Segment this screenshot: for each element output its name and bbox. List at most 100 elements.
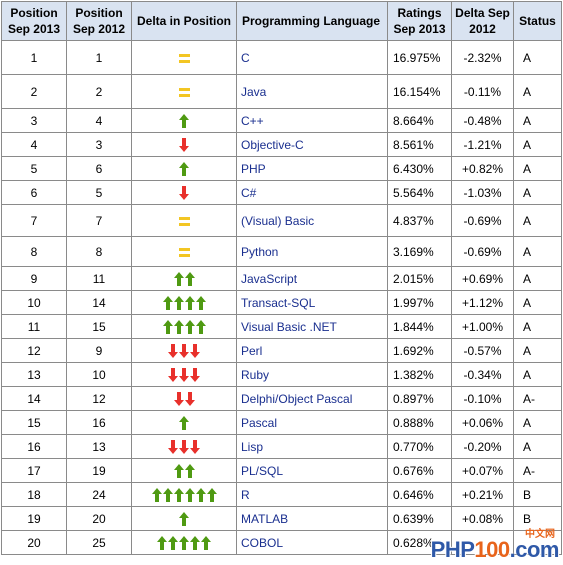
language-cell[interactable]: MATLAB bbox=[236, 506, 388, 531]
pos-2013-cell: 12 bbox=[1, 338, 67, 363]
language-cell[interactable]: Delphi/Object Pascal bbox=[236, 386, 388, 411]
arrow-up-icon bbox=[179, 161, 189, 176]
rating-cell: 8.664% bbox=[387, 108, 452, 133]
pos-2013-cell: 16 bbox=[1, 434, 67, 459]
delta-cell: -0.48% bbox=[451, 108, 514, 133]
pos-2012-cell: 25 bbox=[66, 530, 132, 555]
language-cell[interactable]: R bbox=[236, 482, 388, 507]
language-cell[interactable]: Visual Basic .NET bbox=[236, 314, 388, 339]
rating-cell: 1.844% bbox=[387, 314, 452, 339]
watermark-logo: 中文网 PHP100.com bbox=[431, 529, 561, 563]
arrow-up-icon bbox=[162, 487, 173, 502]
language-cell[interactable]: Java bbox=[236, 74, 388, 109]
arrow-down-icon bbox=[190, 343, 200, 358]
arrow-up-icon bbox=[184, 319, 195, 334]
delta-position-cell bbox=[131, 434, 237, 459]
language-cell[interactable]: PHP bbox=[236, 156, 388, 181]
arrow-down-icon bbox=[190, 439, 200, 454]
status-cell: A bbox=[513, 290, 562, 315]
rating-cell: 2.015% bbox=[387, 266, 452, 291]
trend-indicator bbox=[168, 439, 200, 454]
language-cell[interactable]: Perl bbox=[236, 338, 388, 363]
delta-cell: +0.69% bbox=[451, 266, 514, 291]
delta-cell: -0.69% bbox=[451, 236, 514, 267]
pos-2012-cell: 16 bbox=[66, 410, 132, 435]
delta-position-cell bbox=[131, 266, 237, 291]
trend-indicator bbox=[173, 271, 195, 286]
header-delta-position[interactable]: Delta in Position bbox=[131, 1, 237, 41]
pos-2012-cell: 19 bbox=[66, 458, 132, 483]
language-cell[interactable]: Objective-C bbox=[236, 132, 388, 157]
delta-cell: +1.12% bbox=[451, 290, 514, 315]
language-cell[interactable]: Lisp bbox=[236, 434, 388, 459]
status-cell: A bbox=[513, 204, 562, 237]
header-language[interactable]: Programming Language bbox=[236, 1, 388, 41]
trend-indicator bbox=[178, 247, 190, 257]
rating-cell: 0.897% bbox=[387, 386, 452, 411]
table-row: 12 9 Perl 1.692% -0.57% A bbox=[1, 338, 562, 363]
equal-icon bbox=[178, 247, 190, 257]
trend-indicator bbox=[179, 161, 189, 176]
pos-2013-cell: 11 bbox=[1, 314, 67, 339]
table-row: 1 1 C 16.975% -2.32% A bbox=[1, 40, 562, 75]
language-cell[interactable]: Python bbox=[236, 236, 388, 267]
pos-2012-cell: 7 bbox=[66, 204, 132, 237]
delta-position-cell bbox=[131, 386, 237, 411]
delta-position-cell bbox=[131, 530, 237, 555]
header-status[interactable]: Status bbox=[513, 1, 562, 41]
pos-2012-cell: 3 bbox=[66, 132, 132, 157]
rating-cell: 16.975% bbox=[387, 40, 452, 75]
table-header-row: Position Sep 2013 Position Sep 2012 Delt… bbox=[1, 1, 562, 41]
status-cell: A bbox=[513, 410, 562, 435]
trend-indicator bbox=[162, 319, 206, 334]
pos-2013-cell: 2 bbox=[1, 74, 67, 109]
delta-position-cell bbox=[131, 40, 237, 75]
rating-cell: 1.692% bbox=[387, 338, 452, 363]
delta-cell: -0.11% bbox=[451, 74, 514, 109]
arrow-up-icon bbox=[157, 535, 167, 550]
arrow-up-icon bbox=[173, 271, 184, 286]
arrow-up-icon bbox=[184, 295, 195, 310]
header-ratings[interactable]: Ratings Sep 2013 bbox=[387, 1, 452, 41]
rating-cell: 16.154% bbox=[387, 74, 452, 109]
rating-cell: 0.646% bbox=[387, 482, 452, 507]
delta-position-cell bbox=[131, 314, 237, 339]
arrow-up-icon bbox=[184, 487, 195, 502]
rating-cell: 1.382% bbox=[387, 362, 452, 387]
language-cell[interactable]: (Visual) Basic bbox=[236, 204, 388, 237]
table-row: 20 25 COBOL 0.628% bbox=[1, 530, 562, 555]
delta-position-cell bbox=[131, 362, 237, 387]
pos-2012-cell: 2 bbox=[66, 74, 132, 109]
pos-2012-cell: 11 bbox=[66, 266, 132, 291]
header-position-2012[interactable]: Position Sep 2012 bbox=[66, 1, 132, 41]
language-cell[interactable]: JavaScript bbox=[236, 266, 388, 291]
trend-indicator bbox=[179, 415, 189, 430]
language-cell[interactable]: C# bbox=[236, 180, 388, 205]
table-row: 14 12 Delphi/Object Pascal 0.897% -0.10% A- bbox=[1, 386, 562, 411]
header-position-2013[interactable]: Position Sep 2013 bbox=[1, 1, 67, 41]
language-cell[interactable]: Pascal bbox=[236, 410, 388, 435]
trend-indicator bbox=[179, 511, 189, 526]
language-cell[interactable]: C++ bbox=[236, 108, 388, 133]
delta-cell: -0.57% bbox=[451, 338, 514, 363]
table-row: 11 15 Visual Basic .NET 1.844% +1.00% A bbox=[1, 314, 562, 339]
language-cell[interactable]: C bbox=[236, 40, 388, 75]
language-cell[interactable]: Ruby bbox=[236, 362, 388, 387]
arrow-up-icon bbox=[195, 295, 206, 310]
table-row: 6 5 C# 5.564% -1.03% A bbox=[1, 180, 562, 205]
table-row: 2 2 Java 16.154% -0.11% A bbox=[1, 74, 562, 109]
pos-2013-cell: 7 bbox=[1, 204, 67, 237]
language-cell[interactable]: Transact-SQL bbox=[236, 290, 388, 315]
trend-indicator bbox=[178, 87, 190, 97]
status-cell: A bbox=[513, 434, 562, 459]
rating-cell: 8.561% bbox=[387, 132, 452, 157]
arrow-up-icon bbox=[162, 319, 173, 334]
status-cell: A bbox=[513, 314, 562, 339]
language-cell[interactable]: COBOL bbox=[236, 530, 388, 555]
language-cell[interactable]: PL/SQL bbox=[236, 458, 388, 483]
header-delta[interactable]: Delta Sep 2012 bbox=[451, 1, 514, 41]
rating-cell: 0.639% bbox=[387, 506, 452, 531]
status-cell: A bbox=[513, 132, 562, 157]
rating-cell: 6.430% bbox=[387, 156, 452, 181]
arrow-down-icon bbox=[179, 367, 189, 382]
